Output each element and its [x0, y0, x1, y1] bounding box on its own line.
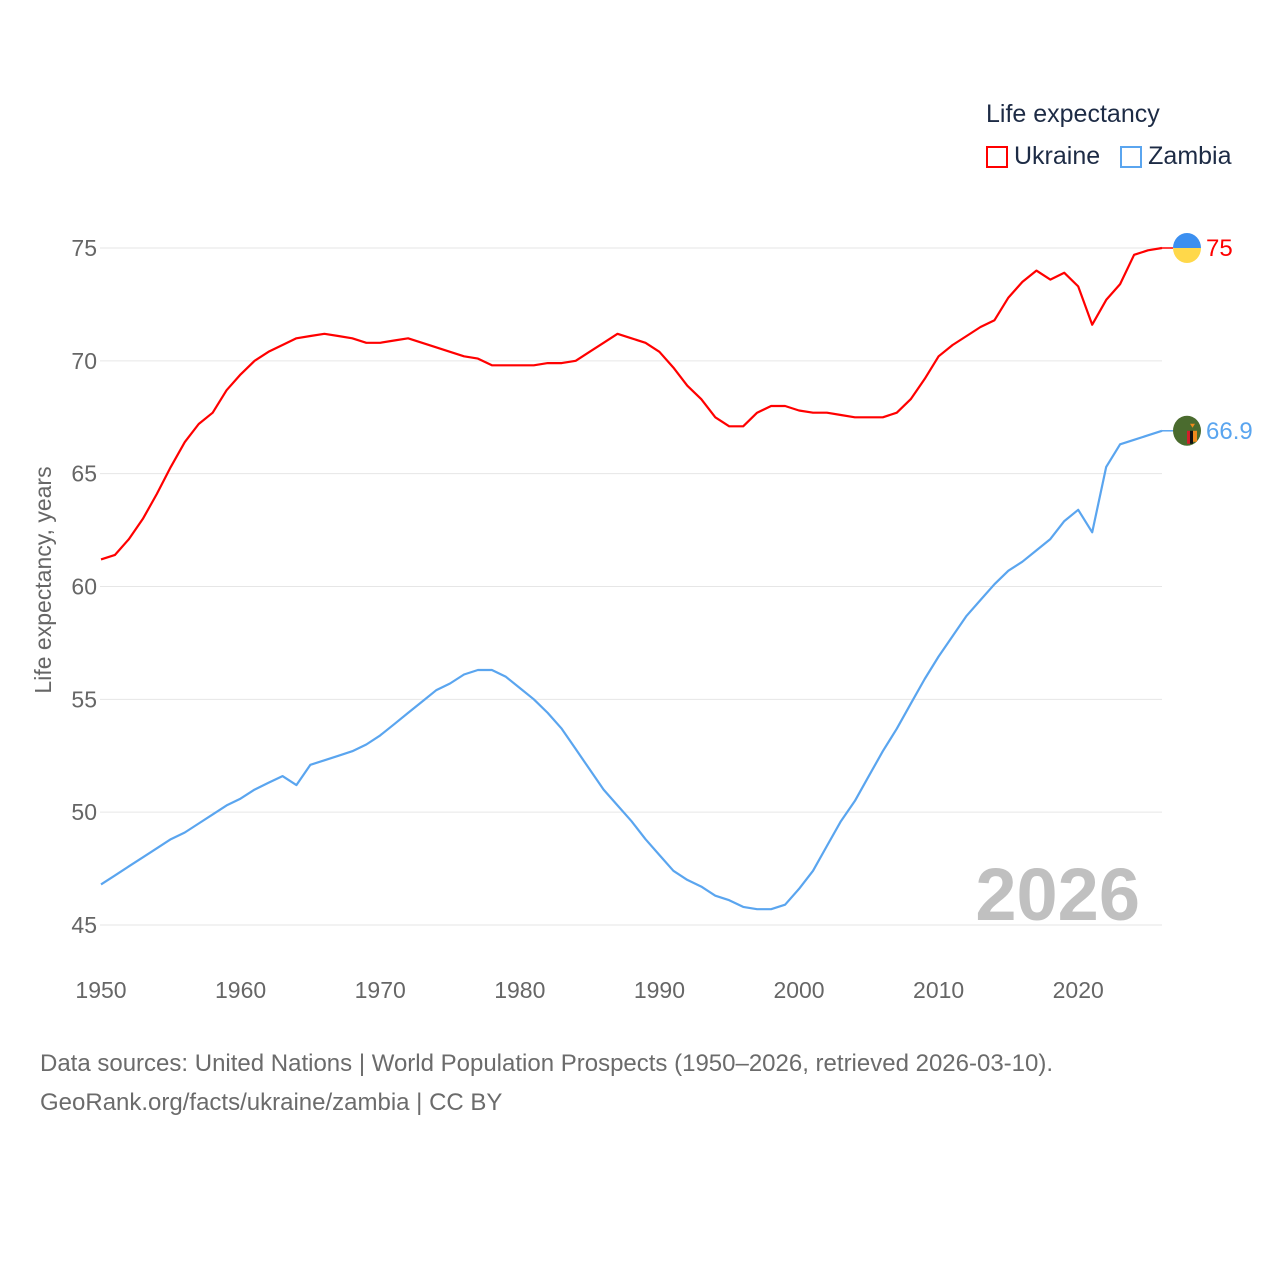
legend-title: Life expectancy — [986, 100, 1160, 128]
legend: Ukraine Zambia — [986, 142, 1232, 171]
y-tick-label: 65 — [71, 461, 97, 487]
x-tick-label: 1950 — [75, 977, 126, 1003]
legend-item-ukraine[interactable]: Ukraine — [986, 142, 1100, 171]
ukraine-flag-icon — [1173, 248, 1201, 263]
y-tick-label: 50 — [71, 799, 97, 825]
legend-swatch-ukraine — [986, 145, 1008, 168]
data-source: Data sources: United Nations | World Pop… — [40, 1044, 1053, 1122]
y-tick-label: 75 — [71, 235, 97, 261]
source-line: Data sources: United Nations | World Pop… — [40, 1050, 1054, 1077]
legend-swatch-zambia — [1120, 145, 1143, 168]
x-tick-label: 1960 — [215, 977, 266, 1003]
legend-item-zambia[interactable]: Zambia — [1120, 142, 1232, 171]
series-line-zambia — [100, 429, 1163, 911]
year-watermark: 2026 — [975, 853, 1140, 936]
y-axis-label: Life expectancy, years — [30, 466, 56, 693]
source-link[interactable]: GeoRank.org/facts/ukraine/zambia | CC BY — [40, 1089, 503, 1116]
end-value-label: 75 — [1206, 235, 1233, 262]
y-tick-label: 55 — [71, 686, 97, 712]
y-tick-label: 60 — [71, 574, 97, 600]
x-tick-label: 1980 — [494, 977, 545, 1003]
series-line-ukraine — [100, 246, 1163, 561]
y-tick-label: 70 — [71, 348, 97, 374]
legend-label: Ukraine — [1014, 142, 1101, 170]
zambia-flag-eagle — [1190, 423, 1195, 428]
zambia-flag-stripe — [1187, 430, 1190, 444]
x-tick-label: 2000 — [773, 977, 824, 1003]
x-tick-label: 2020 — [1053, 977, 1104, 1003]
x-tick-label: 1990 — [634, 977, 685, 1003]
x-tick-label: 1970 — [355, 977, 406, 1003]
zambia-flag-stripe — [1193, 430, 1197, 442]
x-tick-label: 2010 — [913, 977, 964, 1003]
ukraine-flag-icon — [1173, 233, 1201, 248]
legend-label: Zambia — [1148, 142, 1232, 170]
y-tick-label: 45 — [71, 912, 97, 938]
zambia-flag-stripe — [1190, 430, 1193, 444]
end-value-label: 66.9 — [1206, 418, 1253, 445]
